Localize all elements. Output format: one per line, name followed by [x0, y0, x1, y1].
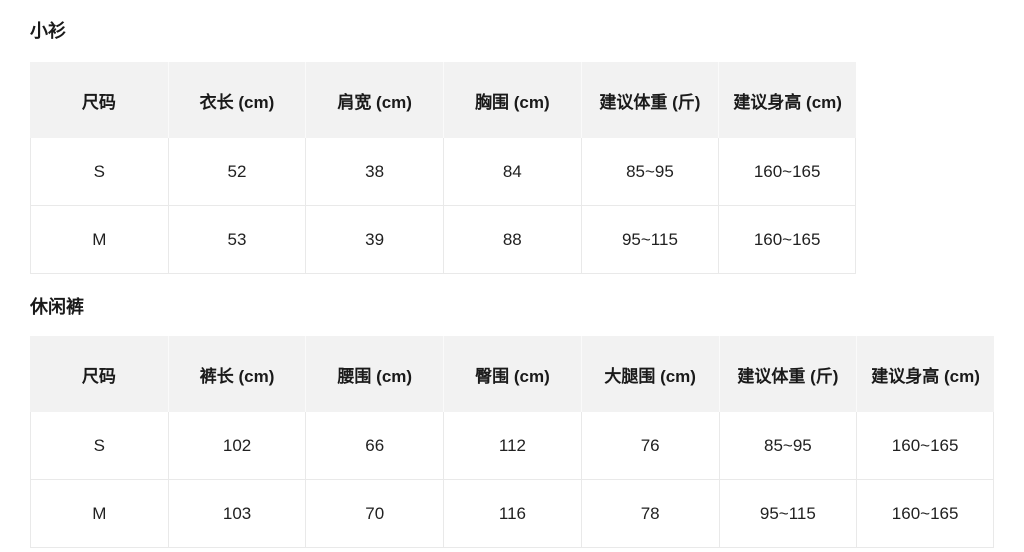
- table-cell: 160~165: [856, 412, 994, 480]
- column-header-suggested-weight: 建议体重 (斤): [718, 336, 857, 412]
- size-table-shirt: 尺码 衣长 (cm) 肩宽 (cm) 胸围 (cm) 建议体重 (斤) 建议身高…: [30, 62, 856, 274]
- table-cell: 78: [580, 480, 719, 548]
- column-header-hip: 臀围 (cm): [443, 336, 581, 412]
- table-cell: 160~165: [718, 206, 856, 274]
- column-header-suggested-height: 建议身高 (cm): [718, 62, 856, 138]
- shirt-header-row: 尺码 衣长 (cm) 肩宽 (cm) 胸围 (cm) 建议体重 (斤) 建议身高…: [30, 62, 856, 138]
- table-row-shirt-s: S 52 38 84 85~95 160~165: [30, 138, 856, 206]
- column-header-pants-length: 裤长 (cm): [167, 336, 306, 412]
- section-title-shirt: 小衫: [30, 21, 66, 41]
- table-row-pants-s: S 102 66 112 76 85~95 160~165: [30, 412, 994, 480]
- column-header-waist: 腰围 (cm): [305, 336, 444, 412]
- table-cell: 84: [442, 138, 581, 206]
- table-cell: M: [30, 480, 168, 548]
- table-row-shirt-m: M 53 39 88 95~115 160~165: [30, 206, 856, 274]
- table-cell: 52: [167, 138, 306, 206]
- table-cell: 160~165: [718, 138, 856, 206]
- table-cell: S: [30, 412, 168, 480]
- table-cell: 85~95: [580, 138, 719, 206]
- column-header-shoulder-width: 肩宽 (cm): [305, 62, 443, 138]
- section-title-pants: 休闲裤: [30, 297, 84, 317]
- table-cell: 53: [167, 206, 306, 274]
- column-header-suggested-height: 建议身高 (cm): [856, 336, 994, 412]
- column-header-suggested-weight: 建议体重 (斤): [580, 62, 719, 138]
- table-cell: 66: [305, 412, 444, 480]
- column-header-size: 尺码: [30, 336, 168, 412]
- table-cell: 95~115: [580, 206, 719, 274]
- table-cell: 39: [305, 206, 443, 274]
- table-cell: 85~95: [718, 412, 857, 480]
- size-table-pants: 尺码 裤长 (cm) 腰围 (cm) 臀围 (cm) 大腿围 (cm) 建议体重…: [30, 336, 994, 548]
- pants-header-row: 尺码 裤长 (cm) 腰围 (cm) 臀围 (cm) 大腿围 (cm) 建议体重…: [30, 336, 994, 412]
- table-row-pants-m: M 103 70 116 78 95~115 160~165: [30, 480, 994, 548]
- table-cell: 103: [167, 480, 306, 548]
- table-cell: M: [30, 206, 168, 274]
- table-cell: 95~115: [718, 480, 857, 548]
- table-cell: 76: [580, 412, 719, 480]
- column-header-size: 尺码: [30, 62, 168, 138]
- table-cell: 116: [443, 480, 581, 548]
- column-header-thigh: 大腿围 (cm): [580, 336, 719, 412]
- table-cell: 160~165: [856, 480, 994, 548]
- column-header-garment-length: 衣长 (cm): [167, 62, 306, 138]
- table-cell: S: [30, 138, 168, 206]
- column-header-chest: 胸围 (cm): [442, 62, 581, 138]
- table-cell: 112: [443, 412, 581, 480]
- table-cell: 102: [167, 412, 306, 480]
- table-cell: 70: [305, 480, 444, 548]
- table-cell: 38: [305, 138, 443, 206]
- table-cell: 88: [442, 206, 581, 274]
